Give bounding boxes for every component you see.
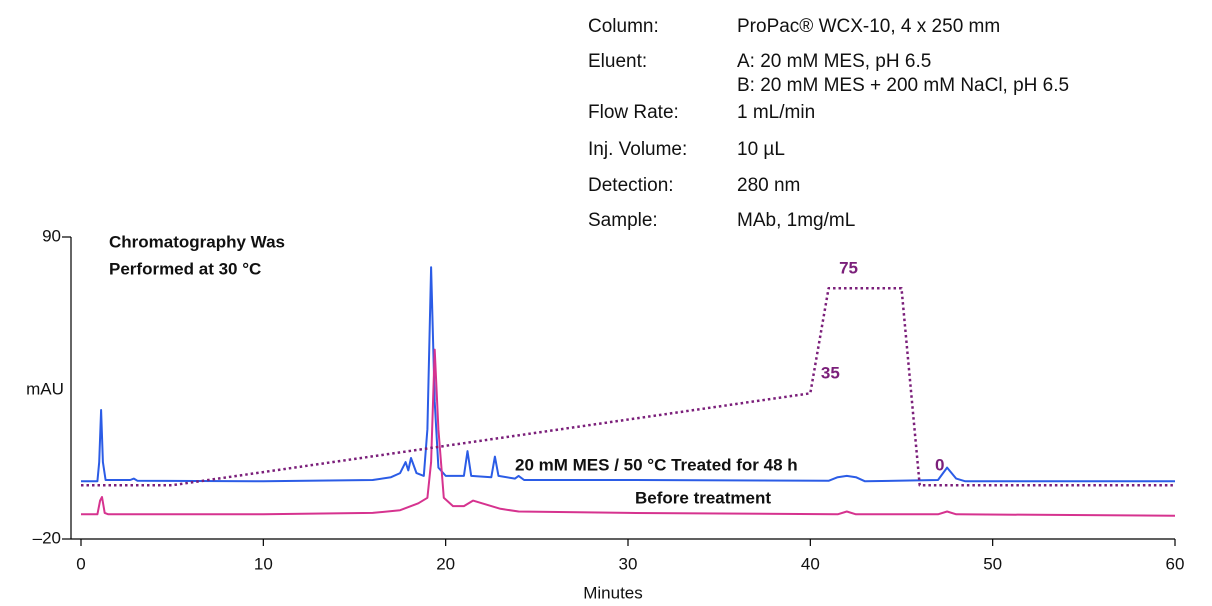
annotation: Chromatography Was bbox=[109, 232, 285, 251]
condition-label: Inj. Volume: bbox=[588, 139, 687, 160]
condition-value: ProPac® WCX-10, 4 x 250 mm bbox=[737, 16, 1000, 37]
condition-value: 10 µL bbox=[737, 139, 785, 160]
condition-label: Detection: bbox=[588, 175, 674, 196]
condition-label: Sample: bbox=[588, 210, 658, 231]
y-tick-label: 90 bbox=[42, 226, 61, 245]
series-label: Before treatment bbox=[635, 488, 771, 507]
condition-label: Column: bbox=[588, 16, 659, 37]
series-label: 20 mM MES / 50 °C Treated for 48 h bbox=[515, 455, 798, 474]
x-tick-label: 40 bbox=[801, 554, 820, 573]
condition-value: A: 20 mM MES, pH 6.5 bbox=[737, 51, 931, 72]
annotation: Performed at 30 °C bbox=[109, 259, 261, 278]
condition-value: MAb, 1mg/mL bbox=[737, 210, 855, 231]
chromatogram-line bbox=[81, 266, 1175, 483]
condition-value: B: 20 mM MES + 200 mM NaCl, pH 6.5 bbox=[737, 75, 1069, 96]
x-tick-label: 30 bbox=[619, 554, 638, 573]
x-tick-label: 0 bbox=[76, 554, 85, 573]
x-tick-label: 50 bbox=[983, 554, 1002, 573]
condition-label: Eluent: bbox=[588, 51, 647, 72]
y-axis-label: mAU bbox=[26, 379, 64, 398]
x-tick-label: 20 bbox=[436, 554, 455, 573]
x-axis-label: Minutes bbox=[583, 583, 643, 602]
condition-value: 280 nm bbox=[737, 175, 800, 196]
y-tick-label: –20 bbox=[33, 528, 61, 547]
x-tick-label: 10 bbox=[254, 554, 273, 573]
x-tick-label: 60 bbox=[1166, 554, 1185, 573]
condition-label: Flow Rate: bbox=[588, 102, 679, 123]
gradient-line bbox=[81, 286, 1175, 487]
chromatogram-line bbox=[81, 348, 1176, 517]
data-label: 75 bbox=[839, 259, 858, 278]
condition-value: 1 mL/min bbox=[737, 102, 815, 123]
data-label: 0 bbox=[935, 456, 944, 475]
data-label: 35 bbox=[821, 364, 840, 383]
